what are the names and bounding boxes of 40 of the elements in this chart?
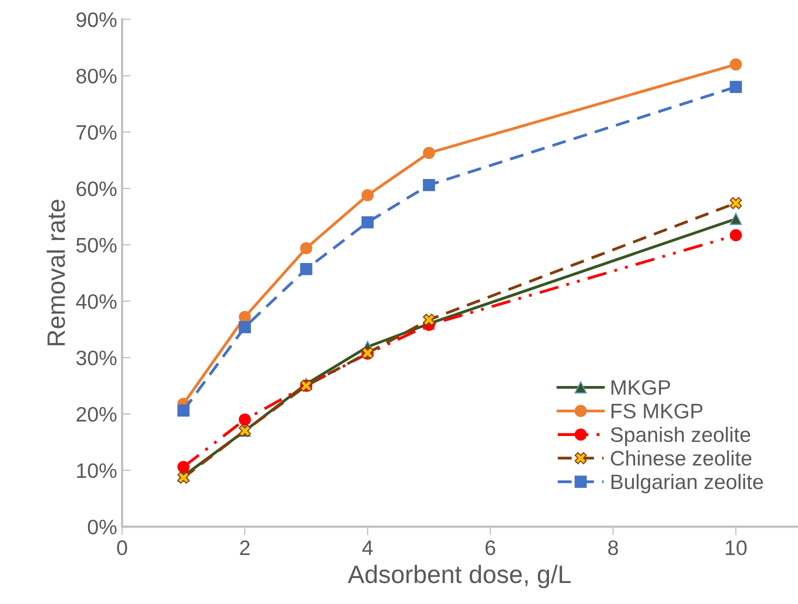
point [422, 314, 436, 326]
y-axis-title: Removal rate [46, 200, 66, 346]
y-tick-label: 20% [76, 406, 116, 422]
legend-label: MKGP [612, 380, 670, 395]
legend-label: Bulgarian zeolite [612, 474, 763, 494]
point [730, 229, 742, 242]
x-tick-label: 4 [362, 540, 373, 555]
x-tick-label: 8 [608, 540, 618, 556]
point [177, 472, 190, 484]
point [422, 146, 436, 160]
point [730, 58, 742, 70]
y-tick-label: 40% [76, 294, 116, 309]
point [177, 404, 190, 417]
x-axis-title: Adsorbent dose, g/L [348, 564, 571, 588]
point [300, 262, 312, 276]
y-tick-label: 0% [88, 520, 116, 534]
y-tick-label: 10% [77, 463, 116, 478]
y-tick-label: 70% [76, 125, 116, 140]
point [362, 189, 374, 202]
point [730, 80, 742, 94]
point [238, 321, 251, 334]
y-tick-label: 80% [76, 68, 116, 84]
legend-label: FS MKGP [612, 404, 703, 418]
legend-label: Chinese zeolite [610, 450, 752, 466]
x-tick-label: 6 [486, 540, 496, 556]
y-tick-label: 60% [76, 181, 116, 196]
y-tick-label: 90% [76, 12, 116, 28]
y-tick-label: 50% [76, 238, 116, 253]
legend-label: Spanish zeolite [610, 426, 750, 446]
point [730, 212, 742, 225]
point [300, 242, 312, 254]
point [730, 197, 742, 210]
x-tick-label: 10 [726, 540, 747, 556]
x-tick-label: 0 [117, 540, 128, 556]
point [422, 178, 436, 192]
y-tick-label: 30% [76, 350, 116, 366]
point [177, 460, 190, 474]
point [238, 414, 251, 426]
x-tick-label: 2 [240, 540, 250, 555]
point [362, 216, 374, 228]
